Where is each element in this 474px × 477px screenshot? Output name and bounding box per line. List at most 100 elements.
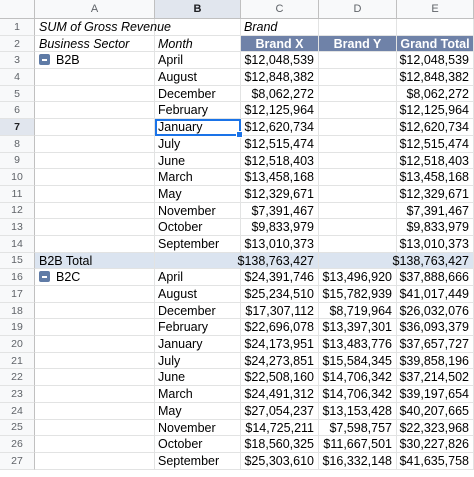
month-cell[interactable]: August <box>155 286 241 303</box>
column-header-e[interactable]: E <box>397 0 474 19</box>
row-header[interactable]: 15 <box>0 252 35 270</box>
row-header[interactable]: 12 <box>0 202 35 220</box>
brand-y-value[interactable]: $8,719,964 <box>319 302 397 320</box>
business-sector-cell[interactable] <box>35 102 155 120</box>
brand-y-value[interactable] <box>319 202 397 220</box>
row-header[interactable]: 16 <box>0 269 35 286</box>
brand-x-value[interactable]: $12,329,671 <box>241 185 319 203</box>
month-cell[interactable]: September <box>155 452 241 470</box>
month-cell[interactable]: September <box>155 235 241 253</box>
row-header[interactable]: 2 <box>0 35 35 53</box>
business-sector-cell[interactable] <box>35 152 155 170</box>
business-sector-cell[interactable] <box>35 336 155 353</box>
brand-x-value[interactable]: $12,125,964 <box>241 102 319 120</box>
business-sector-cell[interactable] <box>35 85 155 103</box>
grand-total-value[interactable]: $138,763,427 <box>393 252 474 270</box>
row-header[interactable]: 7 <box>0 119 35 136</box>
business-sector-cell[interactable]: B2B <box>35 52 155 70</box>
grand-total-value[interactable]: $39,197,654 <box>397 386 474 403</box>
grand-total-value[interactable]: $37,214,502 <box>397 369 474 387</box>
brand-y-value[interactable] <box>319 69 397 86</box>
row-header[interactable]: 24 <box>0 402 35 420</box>
brand-x-value[interactable]: $25,234,510 <box>241 286 319 303</box>
grand-total-value[interactable]: $13,010,373 <box>397 235 474 253</box>
row-header[interactable]: 11 <box>0 185 35 203</box>
business-sector-cell[interactable] <box>35 235 155 253</box>
month-cell[interactable]: November <box>155 419 241 437</box>
month-cell[interactable]: June <box>155 152 241 170</box>
cell[interactable] <box>397 19 474 36</box>
month-cell[interactable]: October <box>155 436 241 453</box>
grand-total-value[interactable]: $22,323,968 <box>397 419 474 437</box>
business-sector-cell[interactable] <box>35 302 155 320</box>
brand-y-header[interactable]: Brand Y <box>319 35 397 53</box>
column-header-d[interactable]: D <box>319 0 397 19</box>
collapse-group-icon[interactable] <box>39 54 50 66</box>
brand-y-value[interactable]: $13,397,301 <box>319 319 397 337</box>
brand-y-value[interactable]: $13,153,428 <box>319 402 397 420</box>
row-header[interactable]: 1 <box>0 19 35 36</box>
pivot-values-label[interactable]: SUM of Gross Revenue <box>35 19 171 36</box>
brand-y-value[interactable] <box>319 85 397 103</box>
brand-y-value[interactable]: $15,584,345 <box>319 352 397 370</box>
row-header[interactable]: 14 <box>0 235 35 253</box>
brand-x-value[interactable]: $18,560,325 <box>241 436 319 453</box>
brand-y-value[interactable] <box>319 169 397 186</box>
pivot-columns-label[interactable]: Brand <box>241 19 319 36</box>
month-cell[interactable]: February <box>155 102 241 120</box>
brand-x-value[interactable]: $17,307,112 <box>241 302 319 320</box>
business-sector-cell[interactable] <box>35 286 155 303</box>
brand-y-value[interactable]: $13,483,776 <box>319 336 397 353</box>
business-sector-cell[interactable] <box>35 369 155 387</box>
row-header[interactable]: 19 <box>0 319 35 337</box>
brand-y-value[interactable] <box>319 135 397 153</box>
month-cell[interactable]: July <box>155 135 241 153</box>
column-header-a[interactable]: A <box>35 0 155 19</box>
brand-x-value[interactable]: $12,048,539 <box>241 52 319 70</box>
row-header[interactable]: 13 <box>0 219 35 236</box>
row-header[interactable]: 9 <box>0 152 35 170</box>
month-cell[interactable]: January <box>155 119 241 136</box>
grand-total-value[interactable]: $12,848,382 <box>397 69 474 86</box>
business-sector-cell[interactable] <box>35 69 155 86</box>
month-cell[interactable]: June <box>155 369 241 387</box>
row-header[interactable]: 18 <box>0 302 35 320</box>
brand-y-value[interactable]: $13,496,920 <box>319 269 397 286</box>
grand-total-header[interactable]: Grand Total <box>397 35 474 53</box>
business-sector-cell[interactable] <box>35 436 155 453</box>
business-sector-cell[interactable] <box>35 386 155 403</box>
brand-y-value[interactable]: $7,598,757 <box>319 419 397 437</box>
brand-x-value[interactable]: $22,696,078 <box>241 319 319 337</box>
business-sector-cell[interactable] <box>35 352 155 370</box>
month-cell[interactable]: November <box>155 202 241 220</box>
grand-total-value[interactable]: $30,227,826 <box>397 436 474 453</box>
business-sector-cell[interactable] <box>35 402 155 420</box>
brand-y-value[interactable] <box>319 152 397 170</box>
month-cell[interactable]: October <box>155 219 241 236</box>
grand-total-value[interactable]: $41,635,758 <box>397 452 474 470</box>
row-header[interactable]: 8 <box>0 135 35 153</box>
brand-x-value[interactable]: $12,515,474 <box>241 135 319 153</box>
month-cell[interactable]: May <box>155 402 241 420</box>
business-sector-cell[interactable] <box>35 185 155 203</box>
grand-total-value[interactable]: $13,458,168 <box>397 169 474 186</box>
month-cell[interactable]: April <box>155 269 241 286</box>
business-sector-cell[interactable] <box>35 319 155 337</box>
month-cell[interactable]: December <box>155 302 241 320</box>
brand-y-value[interactable] <box>319 185 397 203</box>
brand-y-value[interactable] <box>319 235 397 253</box>
business-sector-cell[interactable] <box>35 219 155 236</box>
grand-total-value[interactable]: $40,207,665 <box>397 402 474 420</box>
row-header[interactable]: 10 <box>0 169 35 186</box>
brand-x-value[interactable]: $22,508,160 <box>241 369 319 387</box>
cell[interactable] <box>155 19 241 36</box>
row-header[interactable]: 22 <box>0 369 35 387</box>
brand-x-value[interactable]: $12,620,734 <box>241 119 319 136</box>
business-sector-cell[interactable] <box>35 169 155 186</box>
row-header[interactable]: 6 <box>0 102 35 120</box>
month-cell[interactable]: March <box>155 386 241 403</box>
brand-y-value[interactable]: $14,706,342 <box>319 386 397 403</box>
row-header[interactable]: 5 <box>0 85 35 103</box>
column-header-c[interactable]: C <box>241 0 319 19</box>
brand-x-value[interactable]: $27,054,237 <box>241 402 319 420</box>
